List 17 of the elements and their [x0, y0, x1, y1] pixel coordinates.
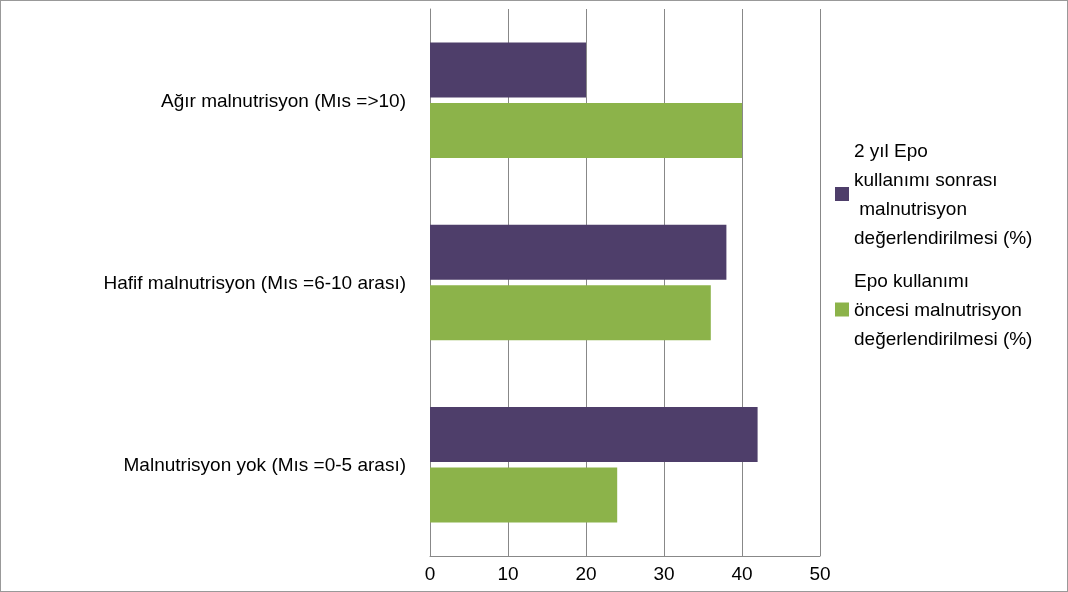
- bar: [430, 285, 711, 341]
- legend-label: 2 yıl Epo kullanımı sonrası malnutrisyon değerlendirilmesi (%): [854, 140, 1033, 248]
- x-tick-label: 40: [731, 563, 753, 584]
- bar: [430, 407, 758, 463]
- x-tick-label: 0: [424, 563, 436, 584]
- y-tick-label: Hafif malnutrisyon (Mıs =6-10 arası): [103, 272, 406, 293]
- y-tick-label: Ağır malnutrisyon (Mıs =>10): [161, 89, 406, 111]
- x-tick-label: 50: [809, 563, 831, 584]
- bar: [430, 102, 742, 158]
- y-tick-label: Malnutrisyon yok (Mıs =0-5 arası): [123, 454, 406, 476]
- x-tick-label: 30: [653, 563, 675, 584]
- bar: [430, 42, 586, 98]
- bar: [430, 224, 727, 280]
- legend-label: Epo kullanımı öncesi malnutrisyon değerlendirilmesi (%): [854, 270, 1033, 349]
- bar: [430, 467, 618, 523]
- x-tick-label: 20: [575, 563, 597, 584]
- x-tick-label: 10: [497, 563, 519, 584]
